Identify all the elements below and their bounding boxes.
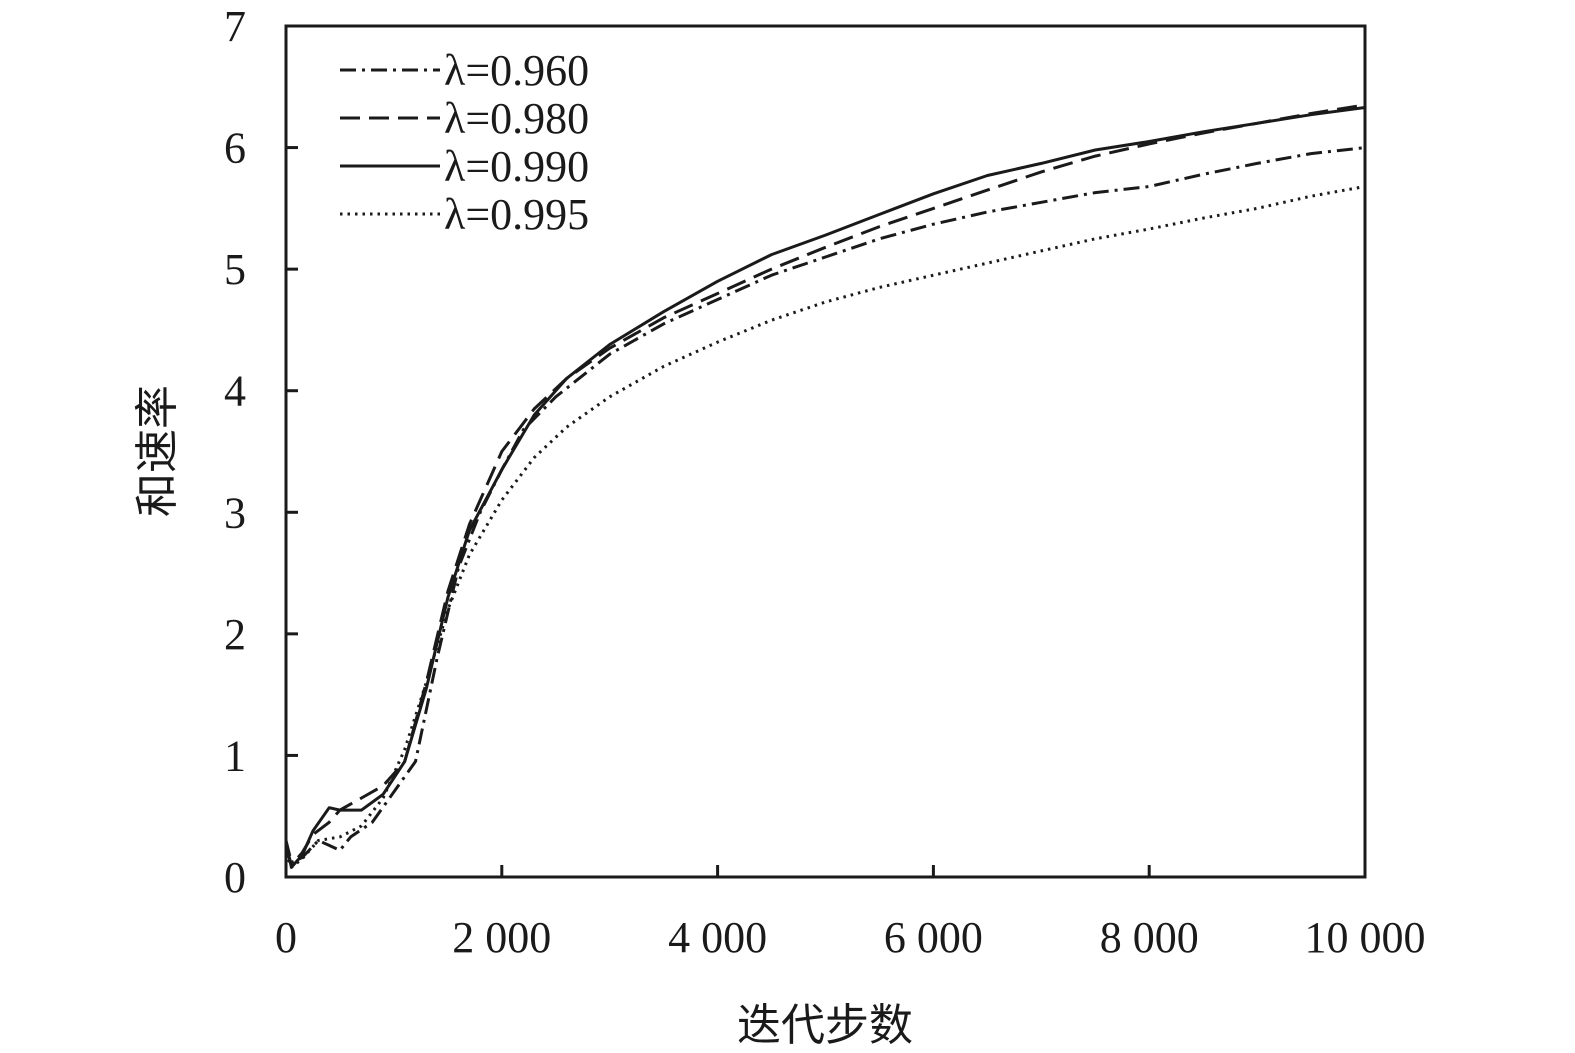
series-line bbox=[284, 146, 1366, 864]
plot-frame bbox=[284, 24, 1367, 879]
series-layer bbox=[284, 103, 1366, 869]
y-axis-title: 和速率 bbox=[132, 385, 183, 517]
legend-label: λ=0.990 bbox=[444, 142, 589, 191]
x-tick-label: 2 000 bbox=[452, 913, 551, 962]
x-axis-title: 迭代步数 bbox=[737, 1000, 913, 1051]
x-tick-label: 10 000 bbox=[1305, 913, 1426, 962]
y-axis: 0 1 2 3 4 5 6 7 bbox=[224, 2, 298, 902]
y-tick-label: 2 bbox=[224, 610, 246, 659]
legend-label: λ=0.960 bbox=[444, 46, 589, 95]
x-axis: 0 2 000 4 000 6 000 8 000 10 000 bbox=[275, 865, 1426, 962]
y-tick-label: 0 bbox=[224, 853, 246, 902]
legend-label: λ=0.995 bbox=[444, 190, 589, 239]
series-line bbox=[284, 106, 1366, 869]
y-tick-label: 1 bbox=[224, 731, 246, 780]
x-tick-label: 8 000 bbox=[1100, 913, 1199, 962]
y-tick-label: 6 bbox=[224, 124, 246, 173]
legend-label: λ=0.980 bbox=[444, 94, 589, 143]
x-tick-label: 6 000 bbox=[884, 913, 983, 962]
series-line bbox=[284, 185, 1366, 869]
y-tick-label: 5 bbox=[224, 245, 246, 294]
y-tick-label: 7 bbox=[224, 2, 246, 51]
x-tick-label: 4 000 bbox=[668, 913, 767, 962]
y-tick-label: 3 bbox=[224, 488, 246, 537]
y-tick-label: 4 bbox=[224, 367, 246, 416]
x-tick-label: 0 bbox=[275, 913, 297, 962]
